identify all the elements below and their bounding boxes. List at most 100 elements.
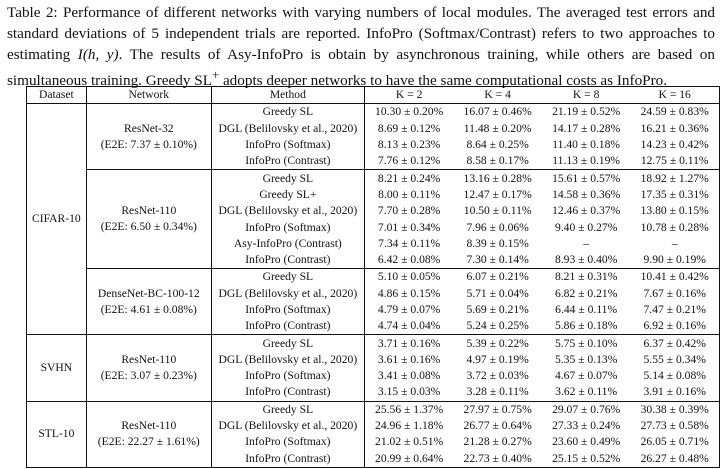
method-cell: DGL (Belilovsky et al., 2020) [211,285,365,302]
value-cell: 27.97 ± 0.75% [453,400,542,418]
table-row: STL-10 ResNet-110 (E2E: 22.27 ± 1.61%) Gree… [26,400,720,468]
table-row: InfoPro (Contrast) 6.42 ± 0.08% 7.30 ± 0.1… [27,251,720,269]
value-cell: 5.75 ± 0.10% [541,334,631,352]
value-cell: 7.30 ± 0.14% [466,253,529,267]
value-cell: 5.69 ± 0.21% [466,303,529,316]
method-cell: DGL (Belilovsky et al., 2020) [211,351,365,369]
network-cell: ResNet-110 (E2E: 3.07 ± 0.23%) [86,334,212,402]
value-cell: 7.70 ± 0.28% [377,204,441,218]
header-dataset: Dataset [26,86,87,105]
value-cell: 26.27 ± 0.48% [640,451,709,465]
value-cell: 12.75 ± 0.11% [640,154,709,168]
method-cell: DGL (Belilovsky et al., 2020) [211,417,365,435]
method-cell: InfoPro (Contrast) [211,251,365,269]
value-cell: 24.59 ± 0.83% [630,103,720,121]
value-cell: 3.71 ± 0.16% [364,334,454,352]
network-name: ResNet-32 [123,121,174,135]
caption-text-2: . The results of Asy-InfoPro is obtain b… [7,46,715,90]
table-row: SVHN ResNet-110 (E2E: 3.07 ± 0.23%) Greedy … [26,334,720,402]
table-row: CIFAR-10 ResNet-32 (E2E: 7.37 ± 0.10%) Gree… [26,103,720,335]
value-cell: 26.77 ± 0.64% [463,419,532,433]
value-cell: 16.07 ± 0.46% [453,103,542,121]
table-row: InfoPro (Contrast) 4.74 ± 0.04% 5.24 ± 0.2… [27,318,720,335]
value-cell: 6.37 ± 0.42% [630,334,720,352]
network-cell: ResNet-32 (E2E: 7.37 ± 0.10%) [86,103,212,170]
method-cell: InfoPro (Contrast) [211,153,365,170]
header-k2: K = 2 [364,86,454,105]
dataset-cell: SVHN [26,334,87,402]
value-cell: 16.21 ± 0.36% [640,121,709,135]
table-row: InfoPro (Contrast) 7.76 ± 0.12% 8.58 ± 0.1… [27,153,720,170]
value-cell: 5.14 ± 0.08% [643,369,706,383]
value-cell: 3.28 ± 0.11% [466,385,529,399]
value-cell: 7.01 ± 0.34% [377,220,441,234]
method-cell: DGL (Belilovsky et al., 2020) [211,120,365,137]
value-cell: 12.46 ± 0.37% [552,204,621,218]
value-cell: 7.67 ± 0.16% [643,286,706,300]
method-cell: Greedy SL [211,268,365,286]
value-cell: 4.79 ± 0.07% [377,303,441,316]
value-cell: 3.62 ± 0.11% [555,385,618,399]
header-network: Network [86,86,212,105]
method-cell: InfoPro (Softmax) [211,368,365,385]
value-cell: 5.55 ± 0.34% [643,352,706,366]
table-row: InfoPro (Softmax) 7.01 ± 0.34% 7.96 ± 0.06… [27,219,720,236]
method-cell: InfoPro (Softmax) [211,434,365,451]
network-cell: DenseNet-BC-100-12 (E2E: 4.61 ± 0.08%) [86,268,212,335]
network-name: DenseNet-BC-100-12 [97,286,200,300]
network-e2e: (E2E: 7.37 ± 0.10%) [100,137,197,151]
table-row: DGL (Belilovsky et al., 2020) 24.96 ± 1.1… [27,417,720,435]
value-cell: 21.19 ± 0.52% [541,103,631,121]
value-cell: 13.80 ± 0.15% [640,204,709,218]
value-cell: 18.92 ± 1.27% [630,169,720,187]
value-cell: 4.67 ± 0.07% [554,369,618,383]
method-cell: Greedy SL [211,169,365,187]
caption-math: I(h, y) [77,46,119,63]
value-cell: – [583,236,590,250]
value-cell: 8.13 ± 0.23% [377,138,441,152]
network-name: ResNet-110 [121,419,177,433]
network-name: ResNet-110 [121,204,177,218]
network-cell: ResNet-110 (E2E: 22.27 ± 1.61%) [86,400,212,468]
value-cell: 8.64 ± 0.25% [466,138,529,152]
method-cell: InfoPro (Softmax) [211,301,365,319]
value-cell: 6.07 ± 0.21% [453,268,542,286]
header-row: Dataset Network Method K = 2 K = 4 K = 8… [26,86,720,105]
table-row: DGL (Belilovsky et al., 2020) 3.61 ± 0.16… [27,351,720,369]
value-cell: 6.42 ± 0.08% [377,253,441,267]
value-cell: 8.69 ± 0.12% [377,121,441,135]
value-cell: – [671,236,678,250]
value-cell: 3.15 ± 0.03% [377,385,441,399]
network-e2e: (E2E: 6.50 ± 0.34%) [100,220,197,234]
value-cell: 13.16 ± 0.28% [453,169,542,187]
header-k16: K = 16 [630,86,720,105]
value-cell: 11.40 ± 0.18% [552,138,621,152]
dataset-cell: CIFAR-10 [26,103,87,335]
method-cell: Asy-InfoPro (Contrast) [211,235,365,252]
value-cell: 7.96 ± 0.06% [466,220,529,234]
method-cell: Greedy SL+ [211,186,365,204]
network-e2e: (E2E: 3.07 ± 0.23%) [100,369,197,383]
value-cell: 26.05 ± 0.71% [640,435,709,449]
value-cell: 23.60 ± 0.49% [552,435,621,449]
value-cell: 8.21 ± 0.24% [364,169,454,187]
value-cell: 3.61 ± 0.16% [377,352,441,366]
value-cell: 27.73 ± 0.58% [640,419,709,433]
value-cell: 22.73 ± 0.40% [463,451,532,465]
value-cell: 7.76 ± 0.12% [377,154,441,168]
value-cell: 10.50 ± 0.11% [463,204,532,218]
value-cell: 5.86 ± 0.18% [554,319,618,333]
method-cell: InfoPro (Contrast) [211,318,365,335]
table-row: DGL (Belilovsky et al., 2020) 4.86 ± 0.15… [27,285,720,302]
table-caption: Table 2: Performance of different networ… [7,2,715,91]
table-row: DenseNet-BC-100-12 (E2E: 4.61 ± 0.08%) Gre… [27,268,720,335]
value-cell: 24.96 ± 1.18% [375,419,444,433]
value-cell: 10.30 ± 0.20% [364,103,454,121]
value-cell: 3.72 ± 0.03% [466,369,529,383]
value-cell: 27.33 ± 0.24% [552,419,621,433]
caption-text-3: adopts deeper networks to have the same … [222,72,668,90]
table-row: InfoPro (Softmax) 3.41 ± 0.08% 3.72 ± 0.03… [27,368,720,385]
method-cell: Greedy SL [211,400,365,418]
value-cell: 4.74 ± 0.04% [377,319,441,333]
method-cell: InfoPro (Contrast) [211,384,365,402]
